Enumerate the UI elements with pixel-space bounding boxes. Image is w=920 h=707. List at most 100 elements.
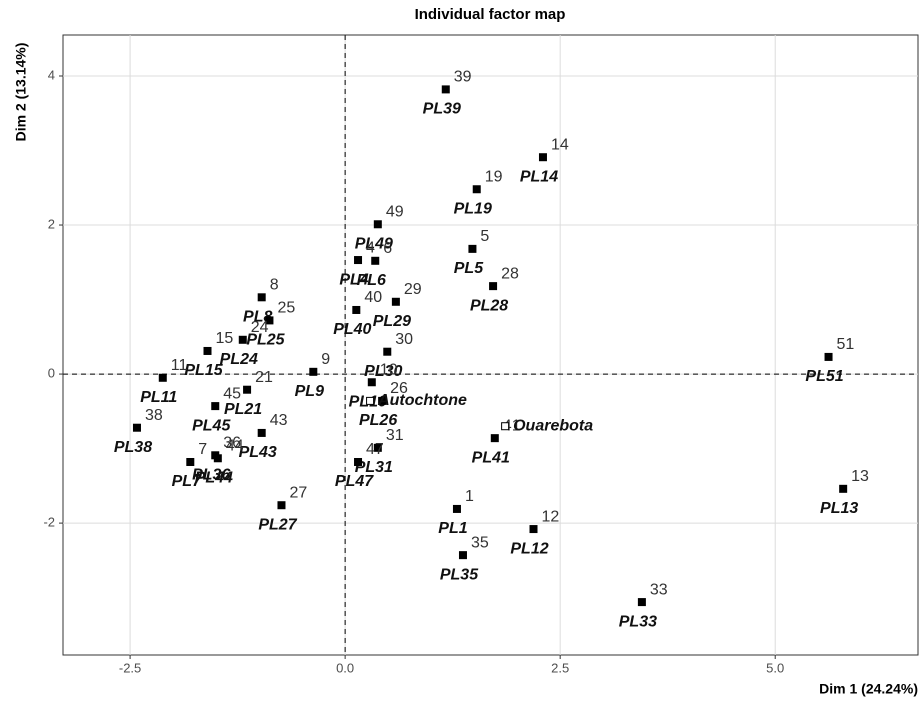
point-label: PL31 xyxy=(355,459,393,476)
point xyxy=(538,153,547,162)
point-label: PL43 xyxy=(239,444,277,461)
point-number: 39 xyxy=(454,69,472,86)
point-label: PL35 xyxy=(440,566,479,583)
y-axis-label: Dim 2 (13.14%) xyxy=(13,43,29,142)
point-label: PL14 xyxy=(520,168,558,185)
plot-panel xyxy=(62,34,919,656)
point-label: PL51 xyxy=(805,368,843,385)
point-label: PL9 xyxy=(295,383,324,400)
point-number: 13 xyxy=(851,468,869,485)
point-number: 35 xyxy=(471,534,489,551)
point xyxy=(472,185,481,194)
point-label: PL26 xyxy=(359,412,397,429)
point xyxy=(257,428,266,437)
point xyxy=(839,484,848,493)
point-number: 26 xyxy=(390,380,408,397)
point xyxy=(366,396,375,405)
point-label: PL19 xyxy=(454,200,492,217)
point xyxy=(468,244,477,253)
chart-title: Individual factor map xyxy=(415,6,566,23)
point xyxy=(452,504,461,513)
point-number: 6 xyxy=(383,240,392,257)
point-number: 43 xyxy=(270,412,288,429)
point-number: 33 xyxy=(650,581,668,598)
point-label: PL36 xyxy=(192,467,230,484)
point-label: PL29 xyxy=(373,313,411,330)
point-number: 44 xyxy=(226,437,244,454)
y-tick-label: 2 xyxy=(48,216,55,231)
point-number: 31 xyxy=(386,427,404,444)
point xyxy=(371,256,380,265)
point-number: 1 xyxy=(465,488,474,505)
point-number: 30 xyxy=(395,331,413,348)
point-label: PL5 xyxy=(454,260,484,277)
point xyxy=(458,551,467,560)
point xyxy=(391,297,400,306)
point-number: 29 xyxy=(404,281,422,298)
point xyxy=(132,423,141,432)
point xyxy=(265,316,274,325)
point-number: 47 xyxy=(366,441,384,458)
point xyxy=(383,347,392,356)
point xyxy=(373,443,382,452)
point xyxy=(637,598,646,607)
point-label: PL11 xyxy=(140,389,177,406)
point-number: 8 xyxy=(270,277,279,294)
point-label: PL25 xyxy=(246,332,285,349)
point-label: Autochtone xyxy=(377,392,467,409)
point-label: PL8 xyxy=(243,309,272,326)
point-label: PL47 xyxy=(335,473,374,490)
point-number: 12 xyxy=(542,508,560,525)
point-label: PL13 xyxy=(820,500,858,517)
point xyxy=(277,501,286,510)
point-label: PL44 xyxy=(195,469,233,486)
point xyxy=(367,378,376,387)
point-number: 14 xyxy=(551,136,569,153)
point xyxy=(529,525,538,534)
point-number: 5 xyxy=(480,228,489,245)
x-tick-label: 0.0 xyxy=(336,660,354,675)
point-number: 45 xyxy=(223,385,241,402)
point-label: PL41 xyxy=(472,449,510,466)
point-label: PL27 xyxy=(258,516,297,533)
point xyxy=(213,454,222,463)
point-label: Ouarebota xyxy=(513,417,593,434)
point xyxy=(824,352,833,361)
point-number: 51 xyxy=(837,336,855,353)
x-tick-label: -2.5 xyxy=(119,660,141,675)
point xyxy=(309,367,318,376)
point-label: PL1 xyxy=(438,520,467,537)
point xyxy=(354,256,363,265)
point xyxy=(373,220,382,229)
point xyxy=(238,335,247,344)
point-label: PL45 xyxy=(192,417,231,434)
point xyxy=(211,402,220,411)
y-tick-label: 0 xyxy=(48,366,55,381)
point xyxy=(158,373,167,382)
x-tick-label: 2.5 xyxy=(551,660,569,675)
point-label: PL15 xyxy=(184,362,223,379)
point-label: PL6 xyxy=(357,272,386,289)
point-label: PL4 xyxy=(339,271,368,288)
point xyxy=(490,434,499,443)
y-tick-label: 4 xyxy=(48,67,55,82)
point xyxy=(501,422,510,431)
point-label: PL38 xyxy=(114,439,152,456)
point-label: PL28 xyxy=(470,297,508,314)
point-label: PL7 xyxy=(172,473,202,490)
x-axis-label: Dim 1 (24.24%) xyxy=(819,681,918,697)
point-number: 49 xyxy=(386,203,404,220)
point xyxy=(186,457,195,466)
point-number: 36 xyxy=(223,435,241,452)
point xyxy=(257,293,266,302)
point-label: PL12 xyxy=(510,540,548,557)
point xyxy=(243,385,252,394)
point-number: 9 xyxy=(321,351,330,368)
point-label: PL39 xyxy=(423,101,461,118)
point-number: 15 xyxy=(216,330,234,347)
x-tick-label: 5.0 xyxy=(766,660,784,675)
point-number: 40 xyxy=(364,289,382,306)
point-label: PL24 xyxy=(220,351,258,368)
point-label: PL30 xyxy=(364,363,402,380)
